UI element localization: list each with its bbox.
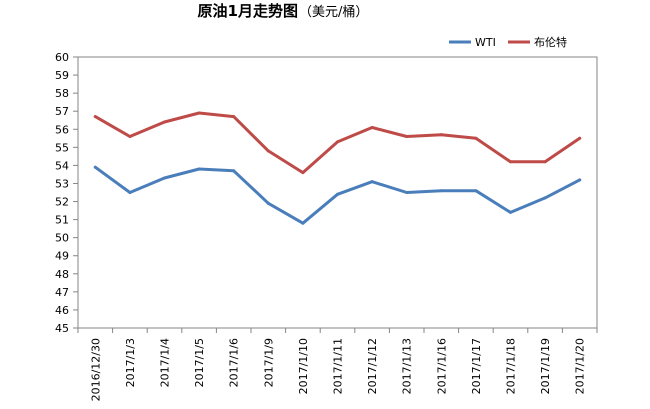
data-point-wti bbox=[543, 196, 547, 200]
data-point-wti bbox=[474, 189, 478, 193]
x-tick-label: 2017/1/5 bbox=[193, 338, 206, 387]
data-point-wti bbox=[578, 178, 582, 182]
data-point-wti bbox=[163, 176, 166, 180]
data-point-brent bbox=[301, 171, 305, 175]
y-tick-label: 52 bbox=[55, 196, 69, 209]
x-tick-label: 2017/1/11 bbox=[332, 338, 345, 394]
x-tick-label: 2017/1/18 bbox=[505, 338, 518, 394]
y-tick-label: 48 bbox=[55, 268, 69, 281]
y-tick-label: 58 bbox=[55, 87, 69, 100]
data-point-wti bbox=[336, 192, 339, 196]
y-axis: 45 46 47 48 49 50 51 52 53 54 55 56 57 58 59 60 bbox=[55, 51, 78, 335]
x-axis: 2016/12/30 2017/1/3 2017/1/4 2017/1/5 2017/1… bbox=[77, 328, 598, 401]
data-point-wti bbox=[301, 221, 305, 225]
x-tick-label: 2017/1/17 bbox=[470, 338, 483, 394]
data-point-brent bbox=[128, 134, 132, 138]
plot-area bbox=[77, 56, 598, 329]
data-point-wti bbox=[439, 189, 443, 193]
y-tick-label: 45 bbox=[55, 322, 69, 335]
x-tick-label: 2017/1/13 bbox=[401, 338, 414, 394]
data-point-wti bbox=[405, 191, 409, 194]
chart-subtitle: （美元/桶） bbox=[299, 5, 368, 20]
data-point-wti bbox=[509, 210, 512, 214]
series-layer bbox=[93, 111, 582, 225]
data-point-brent bbox=[474, 136, 478, 140]
y-tick-label: 54 bbox=[55, 159, 69, 172]
data-point-wti bbox=[370, 180, 374, 184]
data-point-brent bbox=[93, 115, 97, 119]
legend-label-brent: 布伦特 bbox=[534, 35, 567, 49]
data-point-wti bbox=[232, 169, 236, 173]
y-tick-label: 60 bbox=[55, 51, 69, 64]
x-tick-label: 2017/1/4 bbox=[159, 338, 172, 387]
y-tick-label: 49 bbox=[55, 250, 69, 263]
data-point-wti bbox=[128, 191, 132, 194]
y-tick-label: 59 bbox=[55, 69, 69, 82]
y-tick-label: 51 bbox=[55, 214, 69, 227]
data-point-brent bbox=[163, 120, 166, 124]
data-point-brent bbox=[405, 134, 409, 138]
legend: WTI 布伦特 bbox=[449, 35, 567, 49]
y-tick-label: 56 bbox=[55, 123, 69, 136]
data-point-wti bbox=[93, 165, 97, 169]
data-point-brent bbox=[336, 140, 339, 144]
x-tick-label: 2016/12/30 bbox=[89, 338, 102, 401]
y-tick-label: 57 bbox=[55, 105, 69, 118]
y-tick-label: 55 bbox=[55, 141, 69, 154]
data-point-brent bbox=[232, 115, 236, 119]
data-point-brent bbox=[266, 149, 270, 153]
data-point-wti bbox=[266, 201, 270, 205]
x-tick-label: 2017/1/10 bbox=[297, 338, 310, 394]
x-tick-label: 2017/1/16 bbox=[435, 338, 448, 394]
y-tick-label: 50 bbox=[55, 232, 69, 245]
data-point-wti bbox=[197, 167, 201, 171]
y-tick-label: 53 bbox=[55, 177, 69, 190]
chart-title: 原油1月走势图 bbox=[198, 2, 298, 20]
data-point-brent bbox=[370, 125, 374, 129]
data-point-brent bbox=[197, 111, 201, 115]
data-point-brent bbox=[509, 160, 512, 164]
y-tick-label: 47 bbox=[55, 286, 69, 299]
x-tick-label: 2017/1/20 bbox=[574, 338, 587, 394]
data-point-brent bbox=[543, 160, 547, 164]
x-tick-label: 2017/1/19 bbox=[539, 338, 552, 394]
y-tick-label: 46 bbox=[55, 304, 69, 317]
x-tick-label: 2017/1/12 bbox=[366, 338, 379, 394]
x-tick-label: 2017/1/9 bbox=[262, 338, 275, 387]
data-point-brent bbox=[578, 136, 582, 140]
x-tick-label: 2017/1/3 bbox=[124, 338, 137, 387]
x-tick-label: 2017/1/6 bbox=[228, 338, 241, 387]
legend-label-wti: WTI bbox=[475, 36, 496, 49]
data-point-brent bbox=[439, 133, 443, 137]
